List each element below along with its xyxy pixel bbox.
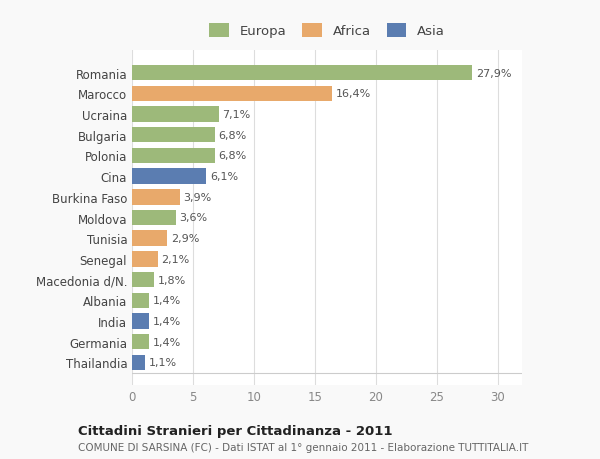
Text: 1,4%: 1,4% [153,296,181,306]
Bar [132,86,332,102]
Text: Cittadini Stranieri per Cittadinanza - 2011: Cittadini Stranieri per Cittadinanza - 2… [78,425,392,437]
Text: 7,1%: 7,1% [222,110,250,120]
Bar [132,169,206,185]
Text: COMUNE DI SARSINA (FC) - Dati ISTAT al 1° gennaio 2011 - Elaborazione TUTTITALIA: COMUNE DI SARSINA (FC) - Dati ISTAT al 1… [78,442,529,452]
Text: 1,8%: 1,8% [158,275,186,285]
Bar [132,66,472,81]
Bar [132,293,149,308]
Bar [132,313,149,329]
Bar [132,272,154,288]
Bar [132,210,176,226]
Text: 2,1%: 2,1% [161,254,190,264]
Text: 6,8%: 6,8% [218,151,247,161]
Bar [132,355,145,370]
Bar [132,107,218,123]
Text: 1,4%: 1,4% [153,337,181,347]
Text: 1,1%: 1,1% [149,358,177,368]
Legend: Europa, Africa, Asia: Europa, Africa, Asia [205,20,449,42]
Text: 3,9%: 3,9% [183,192,211,202]
Bar [132,190,179,205]
Bar [132,148,215,164]
Bar [132,128,215,143]
Text: 16,4%: 16,4% [335,89,371,99]
Text: 6,1%: 6,1% [210,172,238,182]
Bar [132,334,149,350]
Bar [132,231,167,246]
Text: 6,8%: 6,8% [218,130,247,140]
Text: 27,9%: 27,9% [476,68,511,78]
Text: 3,6%: 3,6% [179,213,208,223]
Text: 2,9%: 2,9% [171,234,199,244]
Text: 1,4%: 1,4% [153,316,181,326]
Bar [132,252,158,267]
